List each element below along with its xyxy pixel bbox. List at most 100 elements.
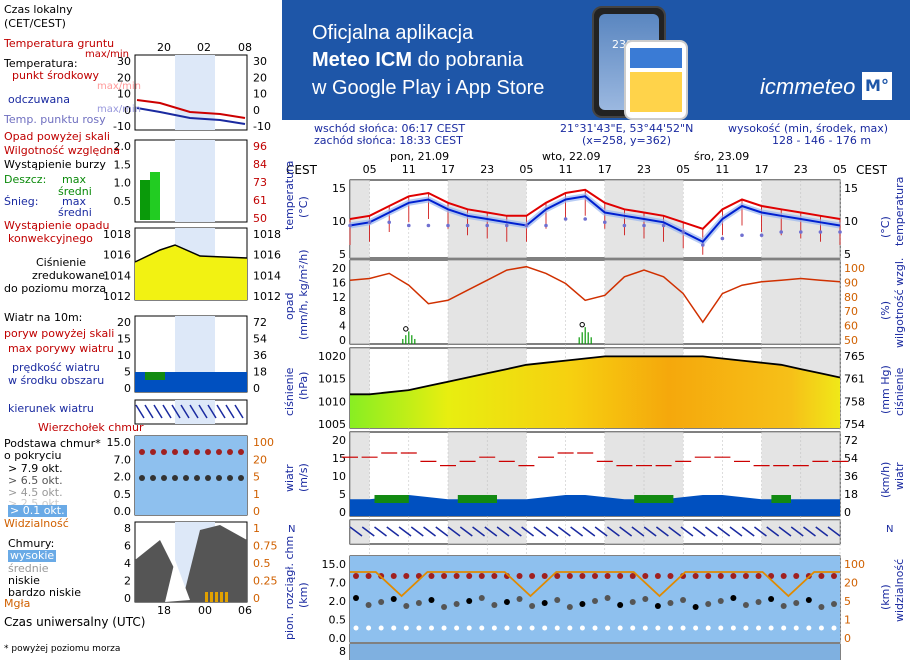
panel-prec (349, 259, 841, 345)
cloud-base-dot (617, 602, 624, 608)
day-2: śro, 23.09 (694, 150, 750, 163)
legend-clouds: Chmury: (8, 537, 55, 550)
axis-precip_r-tick: 60 (844, 320, 858, 333)
legend-tick-prec_r: 96 (253, 140, 267, 153)
tz-left: CEST (286, 163, 317, 177)
legend-wind-arrow (234, 404, 244, 419)
legend-pressure1: Ciśnienie (36, 256, 87, 269)
legend-temp-mid: punkt środkowy (12, 69, 100, 82)
legend-wind-arrow (225, 404, 235, 419)
legend-pressure3: do poziomu morza (4, 282, 107, 295)
legend-temp: Temperatura: (4, 57, 78, 70)
wind-green-segment (457, 495, 497, 503)
precip-left-label: opad (283, 292, 296, 320)
legend-gust-max: max porywy wiatru (8, 342, 114, 355)
dir-right-label: N (886, 524, 894, 535)
cloud-low-dot (428, 625, 434, 631)
cloud-base-dot (428, 597, 435, 603)
wind-arrow (704, 526, 718, 537)
temp-right-label: temperatura (893, 176, 906, 246)
cloud-top-dot (642, 573, 649, 579)
legend-wind-arrow (153, 404, 163, 419)
axis-precip_l-tick: 20 (332, 262, 346, 275)
axis-cloud_l-tick: 2.0 (329, 595, 347, 608)
cloud-base-dot (592, 598, 598, 604)
axis-cloud_r-tick: 1 (844, 614, 851, 627)
cloud-base-dot (768, 596, 775, 602)
legend-tick-temp_r: 0 (253, 104, 260, 117)
cloud-top-dot (604, 573, 611, 579)
axis-cloud_l-tick: 15.0 (322, 558, 347, 571)
banner-app-name: Meteo ICM (312, 49, 412, 71)
legend-tick-temp_l: 30 (117, 55, 131, 68)
legend-wind-arrow (144, 404, 154, 419)
axis-precip_r-tick: 90 (844, 276, 858, 289)
axis-precip_r-tick: 70 (844, 305, 858, 318)
legend-wind-arrow (207, 404, 217, 419)
dew-point (505, 223, 509, 228)
cloud-top-dot (390, 573, 397, 579)
cloud-top-dot (617, 573, 624, 579)
legend-cloud-base-dot (216, 475, 222, 481)
legend-tick-temp_r: -10 (253, 120, 271, 133)
dew-point (720, 236, 725, 241)
legend-soil-sub: max/min (85, 49, 130, 60)
axis-cloud-bottom: 8 (339, 645, 346, 658)
legend-panel: 30 20 10 0 -10 30 20 10 0 -10 2.0 1.5 1.0 0.5 96 84 73 61… (0, 0, 282, 660)
dew-point (524, 223, 529, 228)
axis-wind_r-tick: 54 (844, 452, 858, 465)
legend-tick-cloud_l: 2.0 (114, 471, 132, 484)
legend-tick-temp_l: 20 (117, 71, 131, 84)
legend-tick-temp_r: 20 (253, 71, 267, 84)
dew-point (622, 223, 627, 228)
axis-press_l-tick: 1020 (318, 350, 346, 363)
cloud-low-dot (756, 625, 762, 631)
cloud-top-dot (755, 573, 762, 579)
legend-tick-cloud_r: 20 (253, 453, 267, 466)
press-right-unit: (mm Hg) (879, 365, 892, 414)
legend-storm: Wystąpienie burzy (4, 158, 106, 171)
legend-tick-cl_l: 2 (124, 575, 131, 588)
legend-night-prec (175, 140, 215, 222)
cloud-low-dot (680, 625, 686, 631)
legend-tick-temp_r: 30 (253, 55, 267, 68)
axis-wind_l-tick: 10 (332, 470, 346, 483)
hour-label: 23 (637, 163, 651, 176)
wind-green-segment (634, 495, 674, 503)
cloud-base-dot (667, 600, 674, 606)
wind-arrow (680, 526, 694, 537)
hour-label: 11 (401, 163, 416, 176)
wind-green-segment (374, 495, 409, 503)
banner-line2: do pobrania (412, 49, 524, 71)
cloud-low-dot (554, 625, 560, 631)
dew-point (740, 233, 744, 238)
dew-point (387, 220, 391, 225)
axis-press_r-tick: 758 (844, 395, 865, 408)
hour-label: 23 (480, 163, 495, 176)
cloud-base-dot (579, 601, 586, 607)
axis-precip_r-tick: 80 (844, 291, 858, 304)
axis-press_r-tick: 765 (844, 350, 865, 363)
legend-wind-arrow (180, 404, 190, 419)
cloud-base-dot (415, 600, 422, 606)
legend-tick-wind_l: 10 (117, 349, 131, 362)
wind-left-unit: (m/s) (297, 463, 310, 492)
visibility-line (350, 571, 840, 598)
cloud-top-dot (579, 573, 586, 579)
dew-point (407, 223, 411, 228)
wind-arrow (582, 526, 596, 537)
cloud-base-dot (629, 599, 636, 605)
legend-tick-cloud_r: 0 (253, 505, 260, 518)
legend-fog-bar (220, 592, 223, 602)
wind-arrow (741, 526, 755, 537)
cloud-low-dot (617, 625, 623, 631)
cloud-low-dot (718, 625, 724, 631)
dew-point (446, 223, 450, 228)
dew-point (642, 223, 646, 228)
app-promo-banner[interactable]: Oficjalna aplikacja Meteo ICM do pobrani… (282, 0, 910, 120)
legend-tick-cl_r: 0.25 (253, 575, 278, 588)
wind-arrow (435, 526, 449, 537)
legend-cloud-white (165, 560, 190, 602)
legend-pressure-fill (135, 245, 247, 300)
legend-conv2: konwekcyjnego (8, 232, 93, 245)
